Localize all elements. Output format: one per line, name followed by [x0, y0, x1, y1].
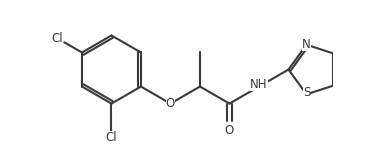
Text: S: S	[303, 86, 310, 99]
Text: Cl: Cl	[106, 131, 117, 144]
Text: O: O	[225, 124, 234, 137]
Text: Cl: Cl	[51, 31, 63, 45]
Text: N: N	[302, 38, 311, 51]
Text: O: O	[166, 97, 175, 110]
Text: NH: NH	[250, 78, 268, 91]
